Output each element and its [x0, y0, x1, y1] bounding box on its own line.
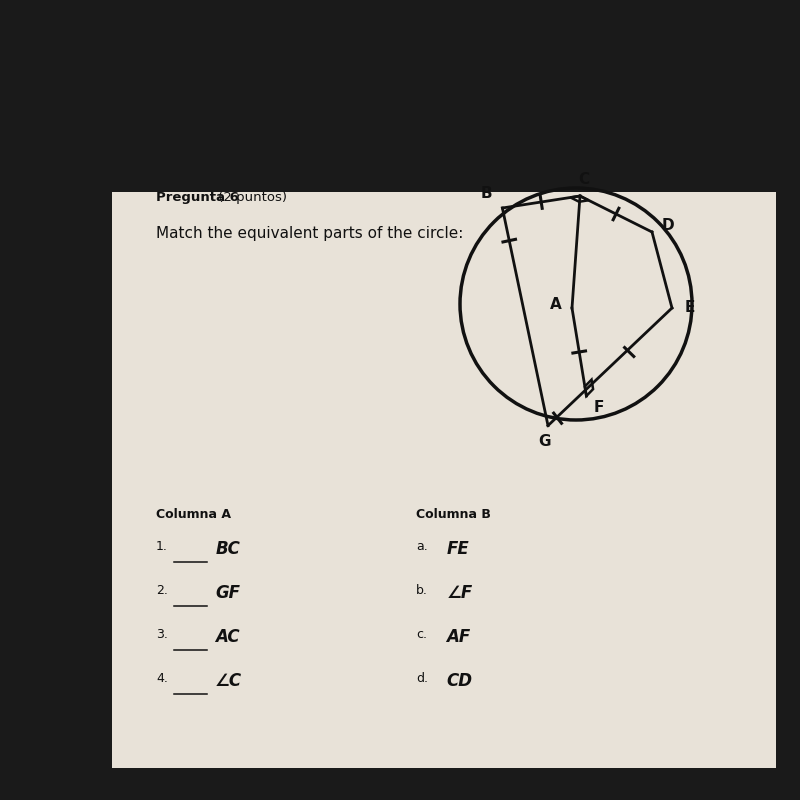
Text: Columna B: Columna B: [416, 508, 491, 521]
Text: b.: b.: [416, 584, 428, 597]
Text: CD: CD: [446, 672, 472, 690]
Text: B: B: [481, 186, 492, 201]
Text: AC: AC: [215, 628, 240, 646]
Text: C: C: [578, 173, 590, 187]
Text: GF: GF: [215, 584, 240, 602]
Text: D: D: [662, 218, 674, 233]
Text: c.: c.: [416, 628, 427, 641]
Text: BC: BC: [215, 540, 240, 558]
Text: a.: a.: [416, 540, 428, 553]
Text: F: F: [594, 400, 604, 414]
Text: Columna A: Columna A: [156, 508, 231, 521]
Text: 1.: 1.: [156, 540, 168, 553]
Text: Pregunta 6: Pregunta 6: [156, 191, 239, 204]
Text: ∠C: ∠C: [215, 672, 242, 690]
Text: 4.: 4.: [156, 672, 168, 685]
Text: FE: FE: [446, 540, 469, 558]
FancyBboxPatch shape: [112, 192, 776, 768]
Text: AF: AF: [446, 628, 470, 646]
Text: E: E: [685, 301, 694, 315]
Text: Match the equivalent parts of the circle:: Match the equivalent parts of the circle…: [156, 226, 463, 241]
Text: A: A: [550, 298, 562, 312]
Text: d.: d.: [416, 672, 428, 685]
Text: ∠F: ∠F: [446, 584, 473, 602]
Text: 3.: 3.: [156, 628, 168, 641]
Text: G: G: [538, 434, 551, 449]
Text: (2 puntos): (2 puntos): [214, 191, 287, 204]
Text: 2.: 2.: [156, 584, 168, 597]
